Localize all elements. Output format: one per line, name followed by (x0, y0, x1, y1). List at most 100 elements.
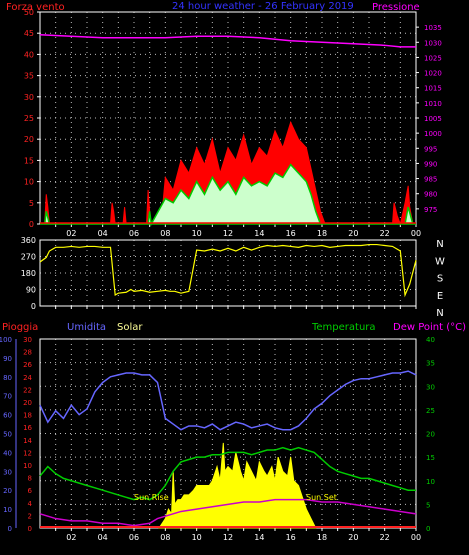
temperature-tick-label: 10 (426, 478, 435, 486)
humidity-tick-label: 90 (3, 355, 12, 363)
rain-tick-label: 0 (28, 525, 32, 533)
x-tick-label: 10 (192, 533, 202, 542)
x-tick-label: 18 (317, 229, 327, 238)
wind-tick-label: 10 (24, 178, 34, 187)
x-tick-label: 10 (192, 229, 202, 238)
x-tick-label: 06 (129, 533, 139, 542)
humidity-tick-label: 40 (3, 449, 12, 457)
wind-tick-label: 5 (29, 199, 34, 208)
pressure-tick-label: 1005 (424, 115, 442, 123)
rain-tick-label: 16 (23, 424, 32, 432)
humidity-tick-label: 80 (3, 374, 12, 382)
legend-solar: Solar (117, 322, 143, 333)
pressure-tick-label: 995 (424, 145, 437, 153)
rain-tick-label: 22 (23, 386, 32, 394)
direction-tick-label: 0 (31, 302, 36, 311)
x-tick-label: 14 (254, 229, 264, 238)
humidity-series (39, 370, 417, 431)
x-tick-label: 16 (286, 229, 296, 238)
x-tick-label: 08 (160, 229, 170, 238)
x-tick-label: 14 (254, 533, 264, 542)
grid-layer (40, 12, 416, 528)
compass-label: W (435, 256, 445, 267)
pressure-tick-label: 1030 (424, 39, 442, 47)
rain-tick-label: 14 (23, 437, 32, 445)
wind-tick-label: 50 (24, 8, 34, 17)
legend-dewpoint: Dew Point (°C) (393, 322, 466, 333)
wind-speed-series (40, 163, 416, 227)
wind-tick-label: 25 (24, 114, 34, 123)
pressure-tick-label: 985 (424, 176, 437, 184)
x-tick-label: 04 (98, 533, 108, 542)
wind-tick-label: 30 (24, 93, 34, 102)
direction-tick-label: 90 (26, 286, 36, 295)
humidity-tick-label: 20 (3, 487, 12, 495)
wind-tick-label: 40 (24, 50, 34, 59)
compass-label: N (436, 239, 443, 250)
compass-label: N (436, 308, 443, 319)
direction-tick-label: 270 (21, 253, 36, 262)
pressure-tick-label: 975 (424, 206, 437, 214)
temperature-tick-label: 30 (426, 383, 435, 391)
temperature-tick-label: 5 (426, 501, 430, 509)
humidity-tick-label: 0 (8, 525, 12, 533)
x-tick-label: 22 (380, 533, 390, 542)
rain-tick-label: 6 (28, 487, 33, 495)
wind-axis-title: Forza vento (6, 2, 65, 13)
rain-tick-label: 18 (23, 412, 32, 420)
marks-layer (39, 33, 417, 529)
panel-frame (39, 239, 417, 307)
compass-label: S (437, 274, 443, 285)
temperature-series (39, 446, 416, 501)
x-tick-label: 18 (317, 533, 327, 542)
x-tick-label: 12 (223, 533, 233, 542)
x-tick-label: 00 (411, 229, 421, 238)
frame-layer (15, 11, 419, 531)
wind-tick-label: 35 (24, 72, 34, 81)
solar-series (158, 442, 317, 529)
pressure-tick-label: 980 (424, 191, 437, 199)
wind-tick-label: 0 (29, 220, 34, 229)
direction-tick-label: 180 (21, 269, 36, 278)
wind-tick-label: 20 (24, 135, 34, 144)
x-tick-label: 12 (223, 229, 233, 238)
legend-humidity: Umidita (67, 322, 106, 333)
direction-tick-label: 360 (21, 236, 36, 245)
x-tick-label: 04 (98, 229, 108, 238)
x-tick-label: 20 (348, 533, 358, 542)
x-tick-label: 16 (286, 533, 296, 542)
pressure-tick-label: 990 (424, 160, 437, 168)
wind-direction-series (39, 243, 417, 298)
temperature-tick-label: 40 (426, 336, 435, 344)
pressure-tick-label: 1025 (424, 54, 442, 62)
x-tick-label: 06 (129, 229, 139, 238)
rain-tick-label: 28 (23, 349, 32, 357)
wind-tick-label: 45 (24, 29, 34, 38)
x-tick-label: 08 (160, 533, 170, 542)
pressure-tick-label: 1000 (424, 130, 442, 138)
pressure-tick-label: 1020 (424, 70, 442, 78)
chart-title: 24 hour weather - 26 February 2019 (172, 1, 354, 12)
x-tick-label: 20 (348, 229, 358, 238)
humidity-tick-label: 100 (0, 336, 12, 344)
wind-tick-label: 15 (24, 156, 34, 165)
x-tick-label: 02 (66, 533, 76, 542)
pressure-axis-title: Pressione (372, 2, 420, 13)
legend-rain: Pioggia (2, 322, 38, 333)
rain-tick-label: 8 (28, 475, 32, 483)
humidity-tick-label: 30 (3, 468, 12, 476)
sunrise-label: Sun Rise (134, 493, 169, 502)
temperature-tick-label: 20 (426, 431, 435, 439)
temperature-tick-label: 15 (426, 454, 435, 462)
rain-tick-label: 30 (23, 336, 32, 344)
x-tick-label: 02 (66, 229, 76, 238)
rain-tick-label: 20 (23, 399, 32, 407)
direction-grid (40, 240, 416, 306)
temperature-tick-label: 0 (426, 525, 430, 533)
x-tick-label: 22 (380, 229, 390, 238)
dewpoint-series (39, 498, 417, 527)
label-layer: Forza vento 24 hour weather - 26 Februar… (0, 1, 466, 542)
rain-tick-label: 10 (23, 462, 32, 470)
